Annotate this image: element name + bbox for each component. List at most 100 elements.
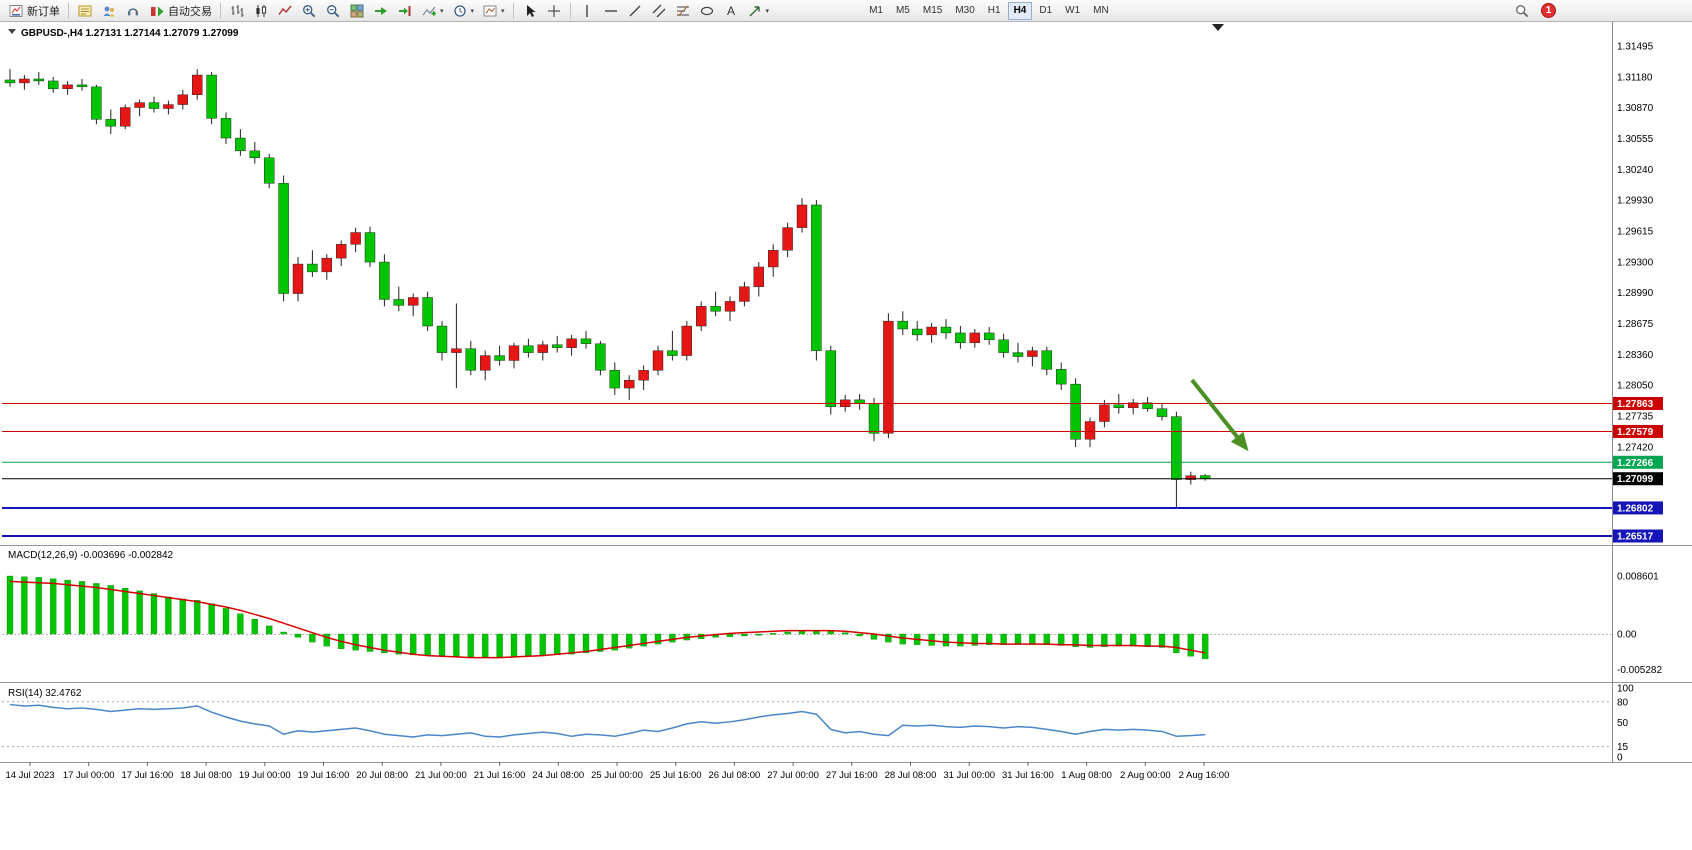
chart-shift-button[interactable] — [393, 1, 417, 21]
tile-windows-button[interactable] — [345, 1, 369, 21]
svg-text:1.27863: 1.27863 — [1617, 399, 1654, 410]
macd-panel: MACD(12,26,9) -0.003696 -0.002842 0.00860… — [2, 550, 1662, 676]
timeframe-M15[interactable]: M15 — [917, 2, 948, 20]
arrows-tool-button[interactable]: ▾ — [743, 1, 774, 21]
price-tag — [1613, 501, 1663, 515]
chart-shift-icon — [397, 3, 413, 19]
arrow-tool-icon — [747, 3, 763, 19]
svg-text:1 Aug 08:00: 1 Aug 08:00 — [1061, 770, 1112, 781]
price-tag — [1613, 424, 1663, 438]
svg-text:1.27266: 1.27266 — [1617, 458, 1654, 469]
auto-scroll-icon — [373, 3, 389, 19]
zoom-out-button[interactable] — [321, 1, 345, 21]
svg-text:26 Jul 08:00: 26 Jul 08:00 — [709, 770, 761, 781]
fibonacci-tool-button[interactable] — [671, 1, 695, 21]
text-tool-button[interactable]: A — [719, 1, 743, 21]
zoom-in-button[interactable] — [297, 1, 321, 21]
horizontal-line-objects[interactable] — [2, 403, 1612, 537]
price-tag — [1613, 455, 1663, 469]
vertical-line-icon — [579, 3, 595, 19]
auto-trading-button[interactable]: 自动交易 — [145, 1, 216, 21]
headset-icon — [125, 3, 141, 19]
svg-text:50: 50 — [1617, 718, 1629, 729]
indicators-button[interactable]: ▾ — [417, 1, 448, 21]
svg-text:31 Jul 00:00: 31 Jul 00:00 — [943, 770, 995, 781]
cursor-tool-button[interactable] — [518, 1, 542, 21]
zoom-out-icon — [325, 3, 341, 19]
separator — [512, 2, 514, 19]
trendline-tool-button[interactable] — [623, 1, 647, 21]
svg-text:15: 15 — [1617, 742, 1629, 753]
timeframe-W1[interactable]: W1 — [1059, 2, 1086, 20]
crosshair-tool-button[interactable] — [542, 1, 566, 21]
rsi-line — [9, 703, 1206, 738]
separator — [220, 2, 221, 19]
chart-header: GBPUSD-,H4 1.27131 1.27144 1.27079 1.270… — [8, 28, 239, 39]
svg-text:24 Jul 08:00: 24 Jul 08:00 — [532, 770, 584, 781]
price-tag — [1613, 529, 1663, 543]
panel-borders — [0, 22, 1692, 763]
shapes-tool-button[interactable] — [695, 1, 719, 21]
svg-text:19 Jul 16:00: 19 Jul 16:00 — [298, 770, 350, 781]
svg-text:1.27579: 1.27579 — [1617, 427, 1654, 438]
down-arrow-annotation[interactable] — [1190, 378, 1249, 452]
support-button[interactable] — [121, 1, 145, 21]
svg-text:28 Jul 08:00: 28 Jul 08:00 — [885, 770, 937, 781]
timeframe-M1[interactable]: M1 — [863, 2, 889, 20]
svg-text:1.28360: 1.28360 — [1617, 350, 1654, 361]
price-tag — [1613, 397, 1663, 411]
timeframe-H4[interactable]: H4 — [1007, 1, 1033, 20]
candlestick-icon — [253, 3, 269, 19]
price-axis: 1.31495 1.31180 1.30870 1.30555 1.30240 1.299… — [1613, 42, 1663, 543]
main-toolbar: 新订单 自动交易 — [0, 0, 1692, 22]
candlestick-mode-button[interactable] — [249, 1, 273, 21]
svg-text:1.28675: 1.28675 — [1617, 319, 1654, 330]
clock-icon — [452, 3, 468, 19]
time-axis: 14 Jul 2023 17 Jul 00:00 17 Jul 16:00 18 Ju… — [5, 762, 1229, 781]
svg-text:18 Jul 08:00: 18 Jul 08:00 — [180, 770, 232, 781]
svg-text:1.28990: 1.28990 — [1617, 288, 1654, 299]
timeframe-M5[interactable]: M5 — [890, 2, 916, 20]
line-chart-mode-button[interactable] — [273, 1, 297, 21]
chevron-down-icon: ▾ — [470, 7, 475, 15]
chart-shift-marker[interactable] — [1212, 24, 1224, 31]
rsi-label: RSI(14) 32.4762 — [8, 688, 82, 699]
vertical-line-tool-button[interactable] — [575, 1, 599, 21]
market-depth-button[interactable] — [73, 1, 97, 21]
horizontal-line-tool-button[interactable] — [599, 1, 623, 21]
macd-signal-line — [9, 580, 1206, 659]
svg-text:14 Jul 2023: 14 Jul 2023 — [5, 770, 54, 781]
timeframe-M30[interactable]: M30 — [949, 2, 980, 20]
channel-tool-button[interactable] — [647, 1, 671, 21]
price-chart[interactable]: 1.31495 1.31180 1.30870 1.30555 1.30240 1.299… — [0, 22, 1692, 850]
trend-arrow-annotation[interactable] — [1190, 378, 1249, 452]
cursor-icon — [522, 3, 538, 19]
ellipse-shape-icon — [699, 3, 715, 19]
rsi-panel: RSI(14) 32.4762 100 80 50 150 — [2, 684, 1634, 764]
timeframe-D1[interactable]: D1 — [1033, 2, 1058, 20]
svg-text:21 Jul 16:00: 21 Jul 16:00 — [474, 770, 526, 781]
timeframe-MN[interactable]: MN — [1087, 2, 1115, 20]
templates-button[interactable]: ▾ — [478, 1, 509, 21]
svg-text:27 Jul 00:00: 27 Jul 00:00 — [767, 770, 819, 781]
timeframe-H1[interactable]: H1 — [982, 2, 1007, 20]
bar-chart-mode-button[interactable] — [225, 1, 249, 21]
macd-label: MACD(12,26,9) -0.003696 -0.002842 — [8, 550, 174, 561]
search-icon — [1514, 3, 1530, 19]
chevron-down-icon: ▾ — [501, 7, 505, 15]
svg-text:-0.005282: -0.005282 — [1617, 665, 1662, 676]
auto-scroll-button[interactable] — [369, 1, 393, 21]
search-button[interactable] — [1510, 1, 1534, 21]
svg-text:27 Jul 16:00: 27 Jul 16:00 — [826, 770, 878, 781]
profiles-button[interactable] — [97, 1, 121, 21]
new-order-button[interactable]: 新订单 — [4, 1, 64, 21]
svg-text:1.30240: 1.30240 — [1617, 165, 1654, 176]
horizontal-line-icon — [603, 3, 619, 19]
timeframe-toolbar: M1 M5 M15 M30 H1 H4 D1 W1 MN — [863, 1, 1115, 20]
symbol-dropdown-icon[interactable] — [8, 29, 16, 34]
periods-button[interactable]: ▾ — [448, 1, 479, 21]
notification-badge[interactable]: 1 — [1541, 3, 1556, 18]
tile-windows-icon — [349, 3, 365, 19]
new-order-icon — [8, 3, 24, 19]
svg-text:1.29930: 1.29930 — [1617, 196, 1654, 207]
